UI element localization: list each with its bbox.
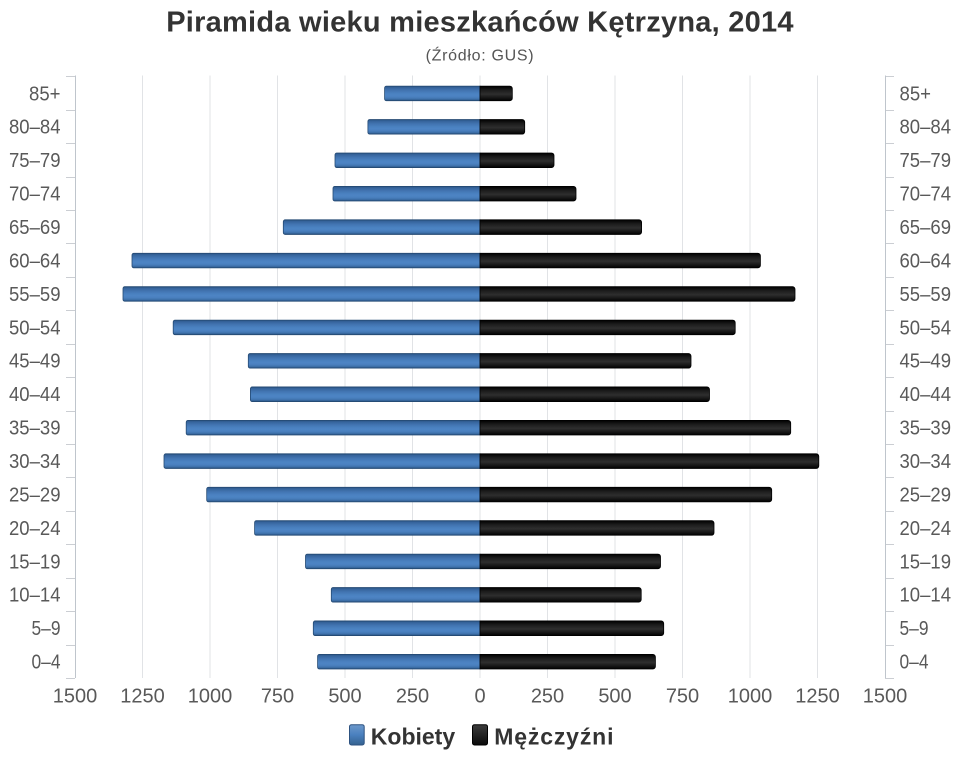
svg-text:70–74: 70–74 [900,184,952,206]
svg-text:5–9: 5–9 [900,618,929,640]
svg-text:65–69: 65–69 [900,217,952,239]
svg-text:45–49: 45–49 [900,351,952,373]
svg-text:45–49: 45–49 [9,351,61,373]
svg-text:60–64: 60–64 [9,250,61,272]
svg-text:40–44: 40–44 [9,384,61,406]
svg-text:1500: 1500 [863,686,908,708]
svg-text:500: 500 [328,686,361,708]
svg-text:20–24: 20–24 [900,518,952,540]
svg-text:80–84: 80–84 [900,117,952,139]
svg-text:20–24: 20–24 [9,518,61,540]
svg-text:1000: 1000 [188,686,233,708]
svg-text:1000: 1000 [728,686,773,708]
svg-text:15–19: 15–19 [9,551,61,573]
svg-text:30–34: 30–34 [900,451,952,473]
svg-text:1250: 1250 [120,686,165,708]
svg-text:35–39: 35–39 [900,418,952,440]
svg-text:5–9: 5–9 [32,618,61,640]
svg-text:75–79: 75–79 [9,150,61,172]
svg-text:Mężczyźni: Mężczyźni [494,724,614,750]
svg-text:0: 0 [474,686,485,708]
svg-text:1500: 1500 [53,686,98,708]
svg-text:85+: 85+ [900,83,932,105]
svg-text:50–54: 50–54 [900,317,952,339]
svg-text:80–84: 80–84 [9,117,61,139]
svg-text:(Źródło: GUS): (Źródło: GUS) [426,46,535,65]
svg-text:1250: 1250 [795,686,840,708]
svg-text:25–29: 25–29 [900,484,952,506]
svg-text:50–54: 50–54 [9,317,61,339]
svg-text:70–74: 70–74 [9,184,61,206]
svg-text:Piramida wieku mieszkańców Kęt: Piramida wieku mieszkańców Kętrzyna, 201… [166,7,794,39]
svg-text:0–4: 0–4 [32,652,61,674]
svg-text:Kobiety: Kobiety [371,724,456,750]
svg-text:25–29: 25–29 [9,484,61,506]
svg-text:60–64: 60–64 [900,250,952,272]
svg-text:55–59: 55–59 [9,284,61,306]
svg-text:65–69: 65–69 [9,217,61,239]
svg-text:35–39: 35–39 [9,418,61,440]
svg-text:10–14: 10–14 [900,585,952,607]
svg-text:40–44: 40–44 [900,384,952,406]
svg-text:0–4: 0–4 [900,652,929,674]
svg-text:250: 250 [396,686,429,708]
svg-text:750: 750 [666,686,699,708]
svg-text:500: 500 [598,686,631,708]
svg-text:750: 750 [261,686,294,708]
svg-text:30–34: 30–34 [9,451,61,473]
svg-text:75–79: 75–79 [900,150,952,172]
svg-text:10–14: 10–14 [9,585,61,607]
svg-text:55–59: 55–59 [900,284,952,306]
svg-text:85+: 85+ [29,83,61,105]
svg-text:250: 250 [531,686,564,708]
svg-text:15–19: 15–19 [900,551,952,573]
